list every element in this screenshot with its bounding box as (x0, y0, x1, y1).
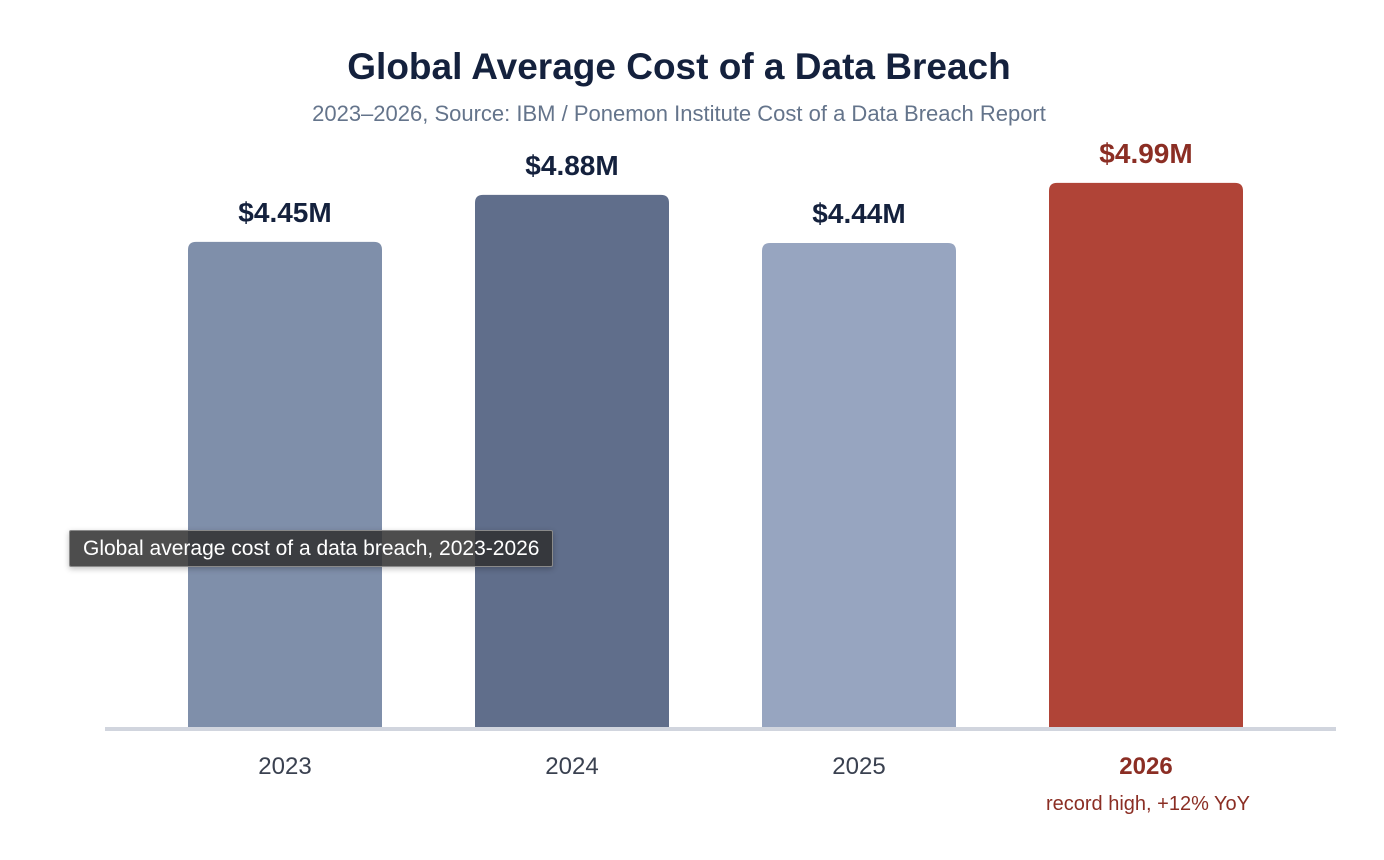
tick-label-2024: 2024 (545, 753, 598, 780)
bar-2024 (475, 194, 669, 728)
value-label-2024: $4.88M (525, 150, 618, 181)
chart-subtitle: 2023–2026, Source: IBM / Ponemon Institu… (312, 101, 1046, 126)
chart-title: Global Average Cost of a Data Breach (347, 46, 1011, 87)
tick-label-2023: 2023 (258, 753, 311, 780)
bar-2026 (1049, 182, 1243, 729)
chart-tooltip: Global average cost of a data breach, 20… (69, 530, 554, 567)
value-label-2026: $4.99M (1099, 138, 1192, 169)
bar-2023 (188, 241, 382, 728)
value-label-2025: $4.44M (812, 198, 905, 229)
tick-label-2026: 2026 (1119, 753, 1172, 780)
tick-label-2025: 2025 (832, 753, 885, 780)
highlight-annotation: record high, +12% YoY (1046, 793, 1250, 815)
bar-2025 (762, 242, 956, 728)
value-label-2023: $4.45M (238, 197, 331, 228)
